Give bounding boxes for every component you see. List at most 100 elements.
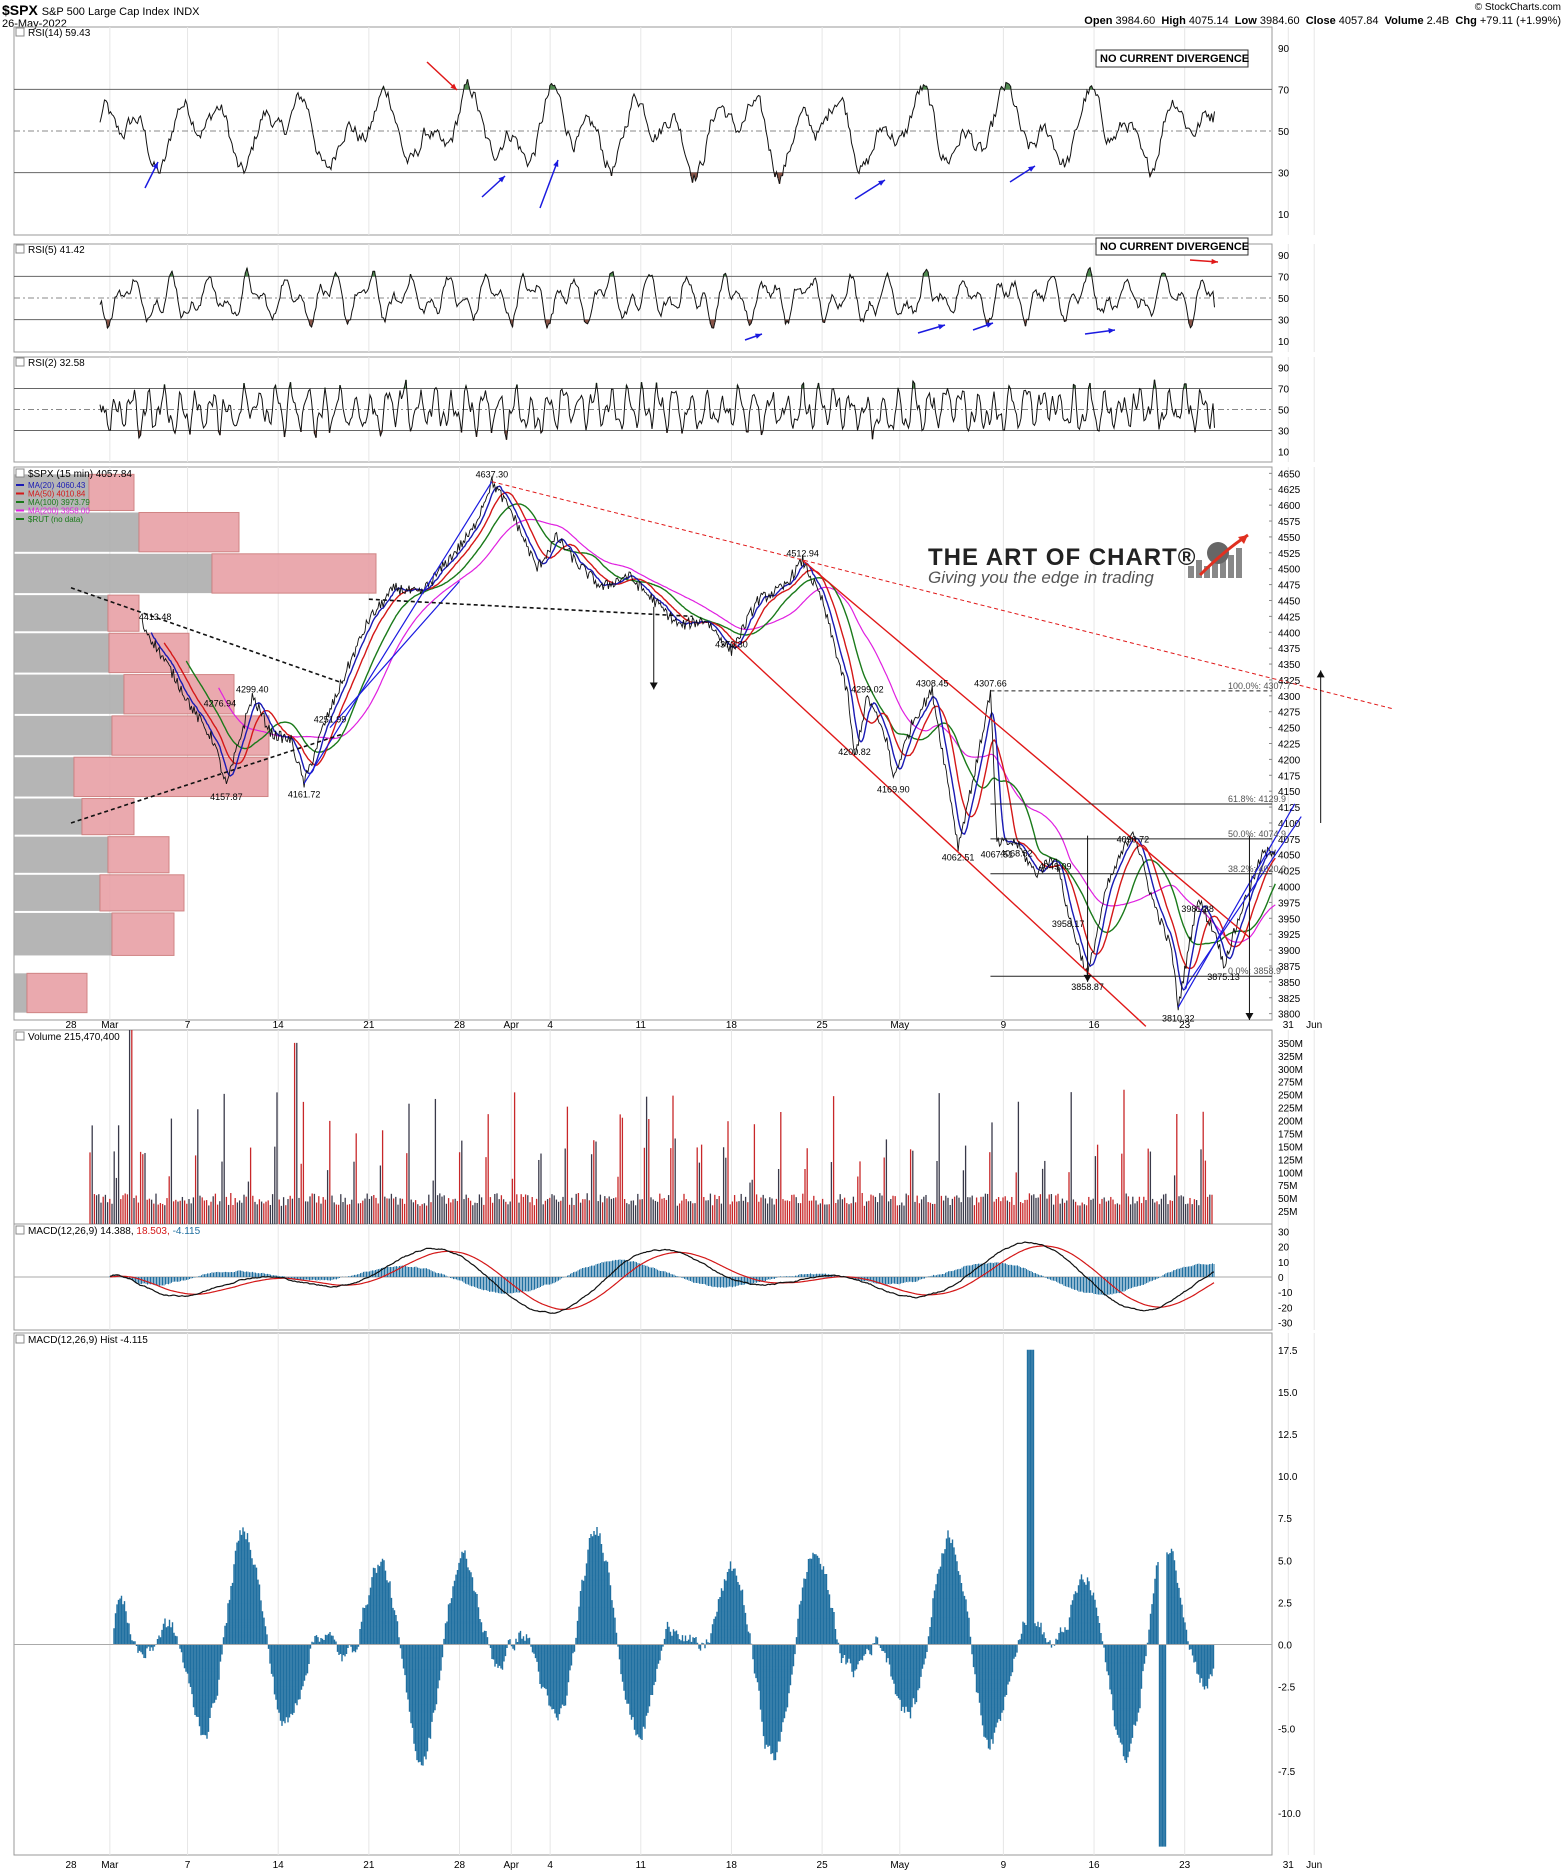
y-tick-label: -2.5 — [1278, 1683, 1296, 1694]
logo-bar — [1212, 556, 1218, 578]
pivot-label: 4413.48 — [139, 612, 172, 622]
y-tick-label: 4050 — [1278, 851, 1301, 862]
y-tick-label: 4400 — [1278, 628, 1301, 639]
fib-label: 38.2%: 4020.0 — [1228, 864, 1286, 874]
rsi5-line — [99, 266, 1215, 330]
rsi14-panel: 10 30 50 70 90 RSI(14) 59.43 NO CURRENT DIVERG… — [14, 27, 1290, 221]
pivot-label: 4370.30 — [715, 639, 748, 649]
vbp-up-volume — [107, 594, 140, 632]
y-tick-label: 10 — [1278, 210, 1290, 221]
y-tick-label: 4550 — [1278, 533, 1301, 544]
price-panel: 3800 3825 3850 3875 3900 3925 3950 3975 4000 4025… — [14, 468, 1393, 1027]
overbought-fill — [382, 79, 1094, 90]
volume-by-price-bar — [14, 972, 88, 1014]
vbp-up-volume — [26, 972, 88, 1014]
vbp-up-volume — [123, 674, 235, 715]
y-tick-label: 250M — [1278, 1091, 1303, 1102]
y-tick-label: 2.5 — [1278, 1598, 1292, 1609]
y-tick-label: 70 — [1278, 385, 1290, 396]
y-tick-label: 4000 — [1278, 883, 1301, 894]
target-arrow-up — [1316, 670, 1325, 823]
vbp-down-volume — [14, 512, 139, 552]
x-tick-label: Jun — [1306, 1020, 1322, 1031]
y-tick-label: 4300 — [1278, 692, 1301, 703]
fib-label: 100.0%: 4307.7 — [1228, 681, 1291, 691]
overbought-fill — [169, 267, 1166, 277]
vbp-down-volume — [14, 757, 74, 797]
panel-icon — [15, 244, 25, 254]
y-tick-label: 90 — [1278, 44, 1290, 55]
vbp-up-volume — [211, 553, 377, 594]
pivot-label: 4157.87 — [210, 792, 243, 802]
divergence-label: NO CURRENT DIVERGENCE — [1100, 241, 1249, 253]
vbp-up-volume — [81, 798, 135, 836]
y-tick-label: 4600 — [1278, 501, 1301, 512]
y-tick-label: 4425 — [1278, 612, 1301, 623]
y-tick-label: 275M — [1278, 1078, 1303, 1089]
x-tick-label: May — [890, 1020, 909, 1031]
index-name: S&P 500 Large Cap Index — [41, 6, 170, 18]
symbol-title: $SPX S&P 500 Large Cap Index INDX — [2, 2, 200, 18]
y-tick-label: 4025 — [1278, 867, 1301, 878]
rsi2-panel: 10 30 50 70 90 RSI(2) 32.58 — [14, 357, 1290, 459]
x-tick-label: Jun — [1306, 1860, 1322, 1871]
logo-bar — [1188, 566, 1194, 578]
x-tick-label: Apr — [504, 1860, 520, 1871]
divergence-box — [1095, 49, 1249, 68]
x-tick-label: 16 — [1088, 1020, 1100, 1031]
y-tick-label: 3825 — [1278, 994, 1301, 1005]
vbp-down-volume — [14, 836, 108, 873]
y-tick-label: 175M — [1278, 1129, 1303, 1140]
y-tick-label: 4650 — [1278, 469, 1301, 480]
y-tick-label: 3975 — [1278, 898, 1301, 909]
logo-bar — [1196, 560, 1202, 578]
x-tick-label: 14 — [273, 1020, 285, 1031]
red-resistance-dotted — [491, 481, 1393, 710]
panel-label: RSI(5) 41.42 — [28, 245, 85, 256]
x-tick-label: Mar — [101, 1020, 119, 1031]
signal-line — [110, 1245, 1215, 1310]
pivot-label: 4067.51 — [981, 849, 1014, 859]
black-dotted-support — [70, 733, 344, 824]
vbp-up-volume — [107, 836, 170, 874]
watermark-tagline: Giving you the edge in trading — [928, 568, 1154, 587]
x-tick-label: 31 — [1283, 1860, 1295, 1871]
pivot-label: 4090.72 — [1117, 835, 1150, 845]
x-tick-label: 31 — [1283, 1020, 1295, 1031]
y-tick-label: 17.5 — [1278, 1346, 1298, 1357]
x-tick-label: 11 — [636, 1860, 647, 1871]
y-tick-label: -10 — [1278, 1288, 1293, 1299]
pivot-label: 4307.66 — [974, 679, 1007, 689]
y-tick-label: 3800 — [1278, 1010, 1301, 1021]
y-tick-label: 12.5 — [1278, 1430, 1298, 1441]
y-tick-label: 3950 — [1278, 914, 1301, 925]
pivot-label: 3875.13 — [1207, 972, 1240, 982]
x-tick-label: 14 — [273, 1860, 285, 1871]
oversold-fill — [105, 319, 1193, 329]
overbought-fill — [163, 379, 1187, 389]
x-tick-label: 23 — [1179, 1860, 1191, 1871]
divergence-arrow — [144, 161, 159, 189]
pivot-label: 4299.02 — [851, 684, 884, 694]
y-tick-label: 10 — [1278, 337, 1290, 348]
y-tick-label: 30 — [1278, 1228, 1290, 1239]
y-tick-label: 30 — [1278, 427, 1290, 438]
x-tick-label: 21 — [363, 1020, 375, 1031]
divergence-arrow — [917, 324, 946, 334]
signal-value: 18.503, — [136, 1226, 172, 1237]
y-tick-label: 90 — [1278, 364, 1290, 375]
x-tick-label: 21 — [363, 1860, 375, 1871]
divergence-arrow — [481, 175, 506, 198]
y-tick-label: 225M — [1278, 1104, 1303, 1115]
y-tick-label: 150M — [1278, 1142, 1303, 1153]
x-tick-label: 7 — [185, 1860, 191, 1871]
x-tick-label: Mar — [101, 1860, 119, 1871]
y-tick-label: 75M — [1278, 1181, 1297, 1192]
y-tick-label: 3900 — [1278, 946, 1301, 957]
legend-entry: MA(100) 3973.79 — [28, 498, 90, 507]
x-tick-label: Apr — [504, 1020, 520, 1031]
y-tick-label: 5.0 — [1278, 1556, 1292, 1567]
pivot-label: 4169.90 — [877, 784, 910, 794]
